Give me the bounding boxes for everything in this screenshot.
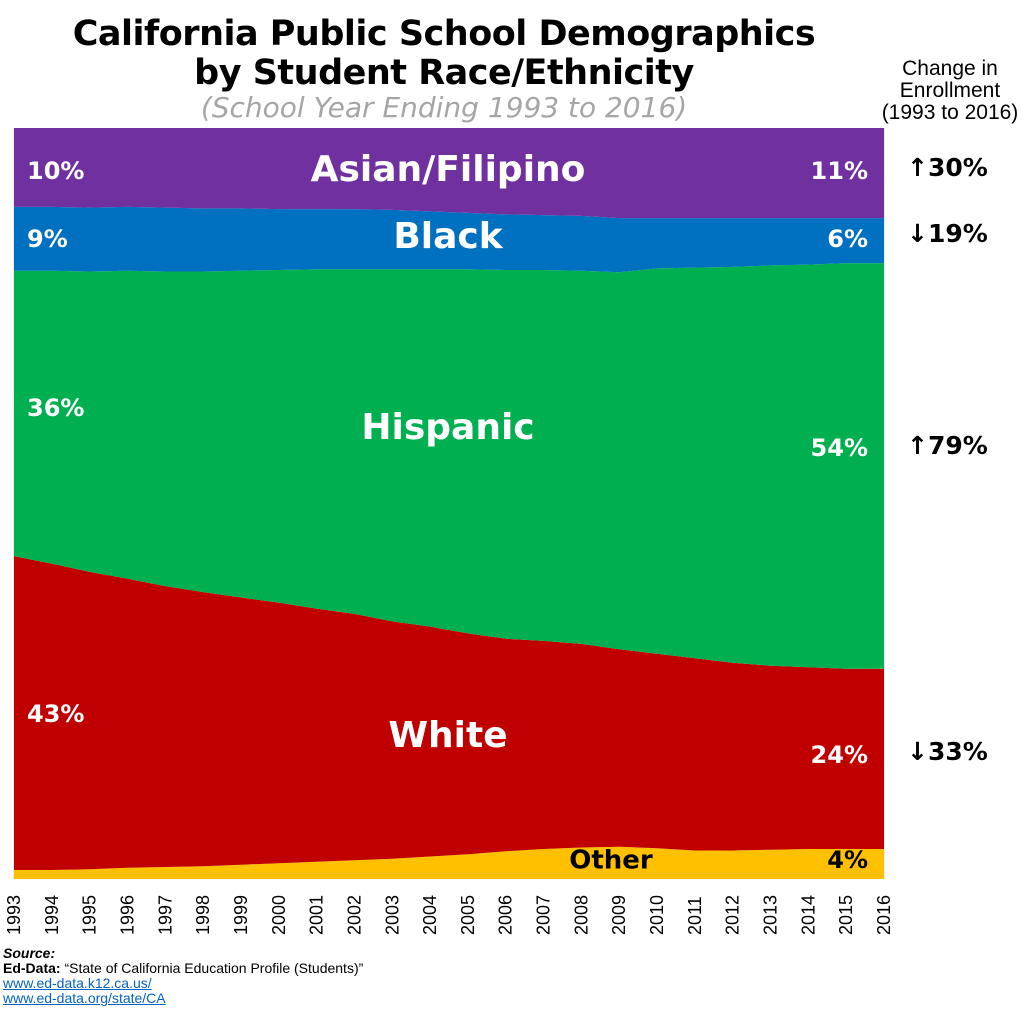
source-link-2[interactable]: www.ed-data.org/state/CA [3,990,166,1006]
source-link-1[interactable]: www.ed-data.k12.ca.us/ [3,975,152,991]
area-label-other: Other [569,846,653,876]
area-black [14,206,884,273]
x-tick-label: 2016 [874,895,894,935]
change-hispanic: ↑79% [907,431,988,460]
change-header-line1: Change in [902,57,998,80]
x-tick-label: 2015 [836,895,856,935]
end-label-other: 4% [827,846,868,874]
start-label-black: 9% [27,225,68,253]
area-other [14,846,884,879]
x-tick-label: 2011 [685,896,705,935]
x-tick-label: 1999 [231,895,251,935]
end-label-black: 6% [827,225,868,253]
x-tick-label: 1997 [155,895,175,935]
start-label-asian-filipino: 10% [27,157,84,185]
change-header-line3: (1993 to 2016) [881,101,1019,124]
x-tick-label: 2007 [534,895,554,935]
area-label-hispanic: Hispanic [361,407,534,448]
x-tick-label: 2002 [344,895,364,935]
end-label-asian-filipino: 11% [811,157,868,185]
chart-title-line1: California Public School Demographics [72,14,816,54]
x-tick-label: 1995 [80,895,100,935]
x-tick-label: 2014 [798,895,818,935]
chart-subtitle: (School Year Ending 1993 to 2016) [200,91,688,124]
x-tick-label: 2005 [458,895,478,935]
change-header-line2: Enrollment [899,79,1001,102]
x-tick-label: 2012 [723,895,743,935]
change-asian-filipino: ↑30% [907,153,988,182]
x-tick-label: 1994 [42,895,62,935]
area-asian-filipino [14,128,884,219]
start-label-white: 43% [27,700,84,728]
start-label-hispanic: 36% [27,394,84,422]
x-tick-label: 2001 [307,895,327,935]
change-column-header: Change in Enrollment (1993 to 2016) [876,58,1024,124]
chart-title-line2: by Student Race/Ethnicity [194,53,694,93]
x-tick-label: 2009 [609,895,629,935]
x-tick-label: 2004 [420,895,440,935]
area-label-asian-filipino: Asian/Filipino [311,149,586,190]
area-hispanic [14,263,884,669]
end-label-white: 24% [811,741,868,769]
end-label-hispanic: 54% [811,434,868,462]
source-citation: Ed-Data: “State of California Education … [3,961,363,976]
x-tick-label: 1993 [4,895,24,935]
x-tick-label: 1996 [117,895,137,935]
x-tick-label: 2000 [269,895,289,935]
change-black: ↓19% [907,219,988,248]
change-white: ↓33% [907,737,988,766]
area-label-black: Black [393,216,503,257]
x-tick-label: 2006 [496,895,516,935]
x-tick-label: 2008 [571,895,591,935]
source-org: Ed-Data: [3,960,61,976]
source-note: Source: Ed-Data: “State of California Ed… [3,946,363,1006]
source-heading: Source: [3,945,56,961]
x-tick-label: 2003 [382,895,402,935]
area-white [14,556,884,870]
area-label-white: White [388,715,507,756]
x-tick-label: 1998 [193,895,213,935]
x-tick-label: 2010 [647,895,667,935]
x-tick-label: 2013 [761,895,781,935]
source-citation-text: “State of California Education Profile (… [60,960,364,976]
